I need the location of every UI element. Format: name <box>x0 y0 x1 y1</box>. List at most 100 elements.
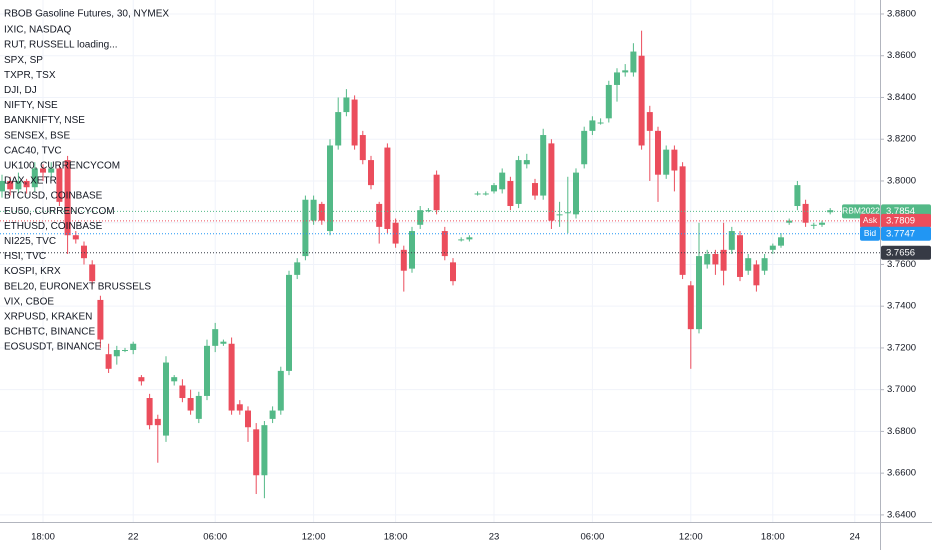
candle-body <box>343 97 350 113</box>
overlay-symbol: XRPUSD, KRAKEN <box>4 312 92 323</box>
candle-body <box>753 264 760 286</box>
candle-body <box>696 256 702 330</box>
candle-body <box>589 120 596 131</box>
candle-body <box>810 224 817 226</box>
overlay-symbol: KOSPI, KRX <box>4 266 61 277</box>
overlay-symbol: BEL20, EURONEXT BRUSSELS <box>4 281 151 292</box>
candle-body <box>163 362 169 436</box>
candle-body <box>466 237 473 240</box>
x-tick-label: 24 <box>850 532 861 543</box>
candle-body <box>187 398 194 411</box>
overlay-symbol: DJI, DJ <box>4 85 37 96</box>
y-tick-label: 3.6600 <box>887 468 916 479</box>
candle-body <box>245 410 251 428</box>
candle-body <box>48 168 55 173</box>
overlay-symbol: VIX, CBOE <box>4 296 54 307</box>
candle-body <box>646 112 653 131</box>
candle-body <box>72 235 79 240</box>
candle-body <box>105 354 112 369</box>
y-tick-label: 3.7200 <box>887 342 916 353</box>
overlay-symbol: DAX, XETR <box>4 176 57 187</box>
x-tick-label: 06:00 <box>203 532 227 543</box>
candle-body <box>819 222 825 225</box>
candle-body <box>195 395 202 419</box>
y-tick-label: 3.6800 <box>887 426 916 437</box>
candle-body <box>556 214 563 216</box>
candle-body <box>802 203 809 223</box>
x-tick-label: 12:00 <box>302 532 326 543</box>
price-label: 3.7656 <box>886 247 915 258</box>
y-tick-label: 3.7000 <box>887 384 916 395</box>
x-tick-label: 23 <box>489 532 500 543</box>
price-label: 3.7809 <box>886 215 915 226</box>
candle-body <box>31 168 38 188</box>
candle-body <box>0 180 5 192</box>
candle-body <box>655 130 661 175</box>
candle-body <box>425 210 432 212</box>
candle-body <box>638 55 645 146</box>
candle-body <box>23 180 30 188</box>
y-tick-label: 3.7400 <box>887 301 916 312</box>
candle-body <box>622 70 629 73</box>
candle-body <box>204 345 210 396</box>
candle-body <box>761 258 768 271</box>
y-tick-label: 3.8600 <box>887 50 916 61</box>
candle-body <box>786 220 793 223</box>
overlay-symbol: BTCUSD, COINBASE <box>4 191 103 202</box>
price-name: Bid <box>864 228 877 238</box>
candle-body <box>581 130 588 165</box>
price-name-box <box>860 226 880 241</box>
candle-body <box>220 341 227 344</box>
candle-body <box>269 410 276 419</box>
overlay-symbol: ETHUSD, COINBASE <box>4 221 103 232</box>
candle-body <box>359 135 366 161</box>
candle-body <box>7 180 14 190</box>
candle-body <box>400 249 407 271</box>
candle-body <box>130 343 137 351</box>
candle-body <box>310 199 317 221</box>
candle-body <box>261 425 268 476</box>
y-tick-label: 3.8800 <box>887 8 916 19</box>
candle-body <box>64 160 71 236</box>
price-name: RBM2022 <box>842 206 880 216</box>
price-label: 3.7854 <box>886 206 915 217</box>
candle-body <box>671 149 678 171</box>
candle-body <box>40 168 46 173</box>
x-tick-label: 22 <box>128 532 139 543</box>
x-tick-label: 18:00 <box>31 532 55 543</box>
price-label: 3.7747 <box>886 228 915 239</box>
overlay-symbol: IXIC, NASDAQ <box>4 25 71 36</box>
x-tick-label: 18:00 <box>761 532 785 543</box>
overlay-symbol: TXPR, TSX <box>4 70 56 81</box>
candle-body <box>368 160 374 186</box>
x-tick-label: 06:00 <box>581 532 605 543</box>
candle-body <box>450 262 456 282</box>
candle-body <box>286 274 292 371</box>
candle-body <box>630 51 637 73</box>
candle-body <box>769 245 776 250</box>
candle-body <box>212 329 219 346</box>
candle-body <box>474 193 481 195</box>
y-tick-label: 3.8000 <box>887 175 916 186</box>
candle-body <box>122 350 128 352</box>
overlay-symbol: NIFTY, NSE <box>4 100 58 111</box>
price-name: Ask <box>863 215 878 225</box>
candle-body <box>97 299 104 340</box>
candle-body <box>523 160 530 165</box>
candle-body <box>351 99 358 146</box>
candle-body <box>376 203 383 227</box>
candle-body <box>318 203 325 221</box>
candle-body <box>335 112 342 146</box>
candle-body <box>15 180 22 190</box>
price-label-box <box>881 245 931 260</box>
candle-body <box>441 231 448 257</box>
candle-body <box>138 377 145 382</box>
candle-body <box>827 210 834 213</box>
candle-body <box>327 145 333 232</box>
candle-body <box>146 398 153 426</box>
candle-body <box>81 245 87 259</box>
overlay-symbol: CAC40, TVC <box>4 145 62 156</box>
overlay-symbol: BANKNIFTY, NSE <box>4 115 85 126</box>
